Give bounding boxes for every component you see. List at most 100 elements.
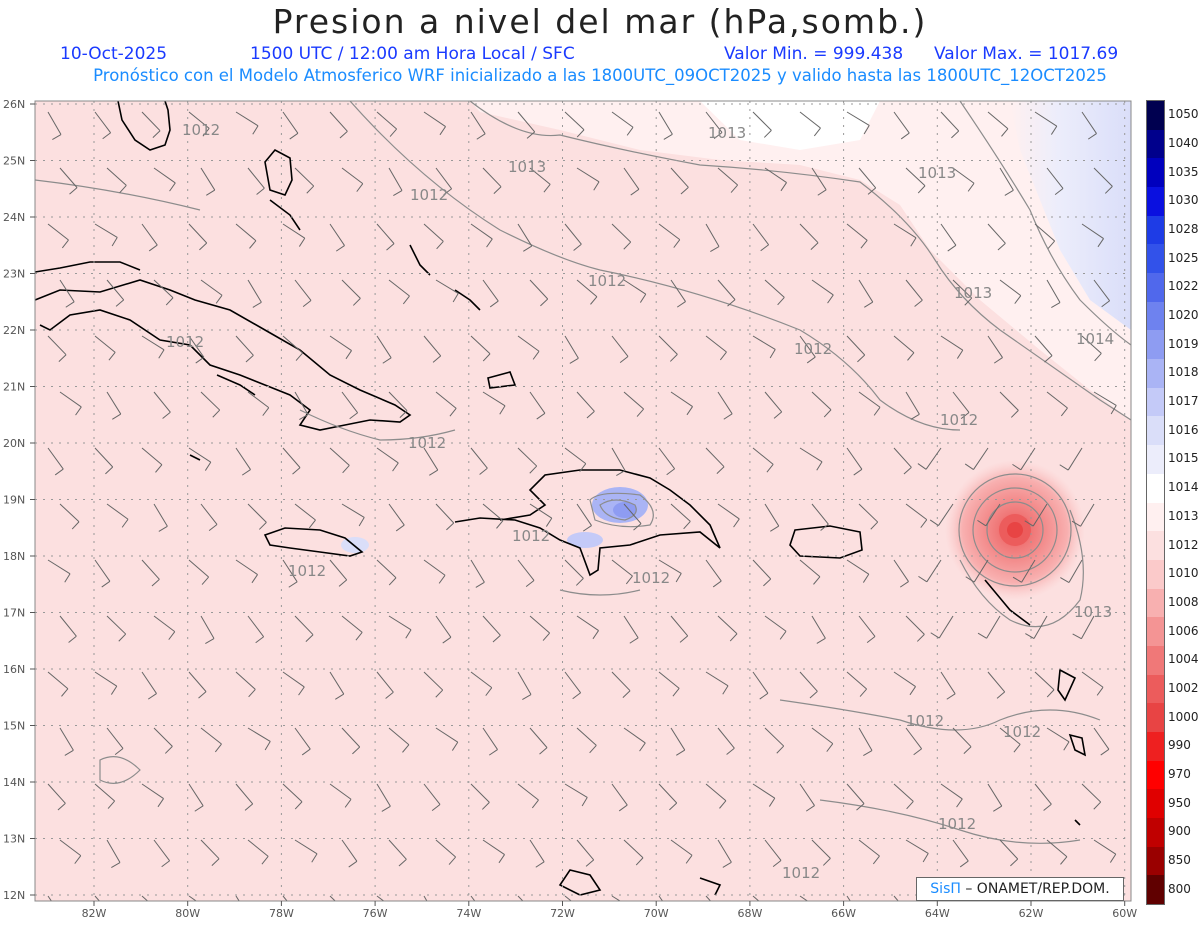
wind-barb-flag — [301, 748, 311, 756]
wind-barb-flag — [953, 914, 960, 921]
wind-barb-shaft — [670, 167, 689, 188]
wind-barb-shaft — [564, 559, 584, 579]
wind-barb-flag — [306, 185, 315, 194]
wind-barb-shaft — [811, 279, 834, 296]
wind-barb-flag — [629, 910, 634, 918]
colorbar-label: 1002 — [1168, 680, 1199, 695]
wind-barb-shaft — [564, 671, 582, 694]
wind-barb-flag — [118, 633, 127, 642]
wind-barb-flag — [575, 578, 584, 586]
wind-barb-flag — [1093, 801, 1102, 810]
wind-barb-shaft — [423, 783, 441, 805]
lat-label: 23N — [3, 268, 25, 281]
wind-barb-flag — [205, 638, 215, 644]
wind-barb-shaft — [47, 895, 52, 901]
wind-barb-flag — [669, 354, 678, 362]
wind-barb-flag — [873, 406, 881, 416]
wind-barb-shaft — [658, 895, 664, 901]
wind-barb-shaft — [986, 615, 1001, 639]
wind-barb-flag — [1100, 748, 1110, 756]
colorbar-label: 1025 — [1168, 250, 1199, 265]
wind-barb-shaft — [423, 671, 444, 691]
contour-label: 1012 — [182, 121, 220, 139]
wind-barb-flag — [573, 243, 582, 251]
contour-label: 1012 — [410, 186, 448, 204]
wind-barb-flag — [1050, 125, 1058, 135]
wind-barb-shaft — [376, 671, 394, 693]
wind-barb-flag — [639, 293, 647, 303]
wind-barb-shaft — [564, 447, 587, 465]
contour-label: 1012 — [166, 333, 204, 351]
colorbar-label: 900 — [1168, 824, 1191, 839]
wind-barb-shaft — [517, 783, 539, 801]
wind-barb-shaft — [282, 223, 306, 239]
wind-barb-shaft — [517, 335, 540, 352]
lon-label: 78W — [269, 907, 294, 920]
wind-barb-shaft — [294, 167, 315, 187]
wind-barb-flag — [432, 355, 442, 363]
wind-barb-shaft — [1093, 391, 1117, 406]
wind-barb-shaft — [752, 671, 769, 694]
wind-barb-shaft — [717, 839, 732, 863]
wind-barb-flag — [392, 462, 399, 472]
wind-barb-flag — [488, 749, 498, 756]
colorbar-segment — [1147, 416, 1164, 446]
wind-barb-flag — [385, 691, 394, 699]
colorbar-segment — [1147, 158, 1164, 188]
wind-barb-flag — [526, 131, 536, 139]
wind-barb-shaft — [329, 671, 345, 695]
wind-barb-flag — [399, 410, 408, 419]
max-value: Valor Max. = 1017.69 — [934, 44, 1119, 64]
lat-label: 17N — [3, 607, 25, 620]
wind-barb-flag — [769, 349, 776, 359]
wind-barb-flag — [723, 413, 733, 420]
wind-barb-shaft — [470, 559, 485, 583]
wind-barb-shaft — [705, 671, 729, 687]
colorbar-label: 1004 — [1168, 652, 1199, 667]
lat-label: 21N — [3, 381, 25, 394]
wind-barb-shaft — [893, 671, 916, 687]
wind-barb-flag — [68, 635, 77, 643]
wind-barb-shaft — [987, 671, 1006, 693]
colorbar-segment — [1147, 588, 1164, 618]
wind-barb-flag — [162, 411, 171, 419]
wind-barb-flag — [759, 692, 769, 700]
wind-barb-shaft — [576, 279, 598, 298]
wind-barb-shaft — [200, 727, 222, 745]
wind-barb-flag — [903, 466, 912, 475]
wind-barb-flag — [121, 518, 129, 528]
wind-barb-flag — [386, 243, 395, 251]
wind-barb-flag — [669, 802, 678, 811]
wind-barb-shaft — [482, 167, 502, 188]
wind-barb-shaft — [623, 839, 644, 859]
wind-barb-shaft — [576, 615, 599, 631]
wind-barb-flag — [241, 918, 249, 923]
wind-barb-flag — [675, 573, 682, 583]
wind-barb-flag — [907, 352, 915, 361]
wind-barb-shaft — [973, 447, 989, 470]
wind-barb-shaft — [47, 559, 71, 575]
wind-barb-shaft — [846, 111, 870, 126]
wind-barb-flag — [155, 464, 163, 473]
wind-barb-shaft — [47, 335, 67, 356]
wind-barb-flag — [685, 854, 693, 864]
wind-barb-shaft — [564, 111, 585, 131]
wind-barb-shaft — [999, 279, 1022, 297]
wind-barb-shaft — [952, 167, 975, 184]
wind-barb-flag — [475, 581, 485, 588]
wind-barb-shaft — [905, 279, 923, 301]
wind-barb-flag — [355, 632, 363, 641]
wind-barb-flag — [666, 468, 675, 476]
wind-barb-shaft — [611, 111, 634, 128]
wind-barb-shaft — [282, 895, 288, 901]
wind-barb-shaft — [905, 615, 925, 635]
wind-barb-flag — [930, 632, 940, 639]
wind-barb-shaft — [59, 391, 82, 408]
wind-barb-flag — [946, 693, 956, 700]
colorbar-label: 1030 — [1168, 193, 1199, 208]
wind-barb-flag — [826, 743, 834, 752]
wind-barb-flag — [586, 410, 595, 419]
wind-barb-shaft — [47, 111, 62, 135]
wind-barb-shaft — [423, 559, 446, 576]
wind-barb-flag — [960, 412, 970, 420]
